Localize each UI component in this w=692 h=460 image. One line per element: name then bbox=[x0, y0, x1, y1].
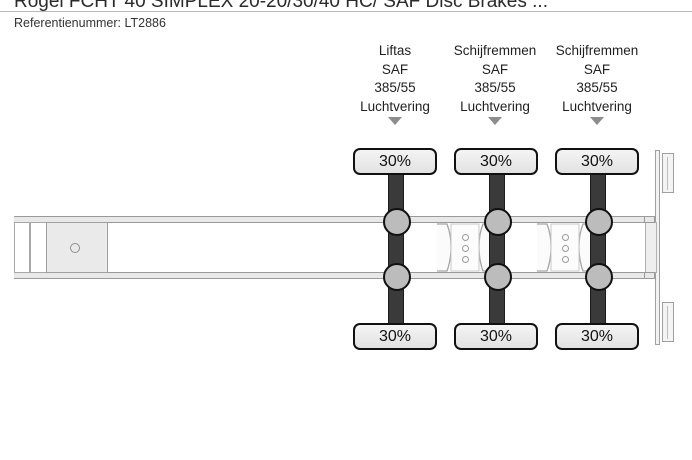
tyre-tread-plate-2-upper[interactable]: 30% bbox=[454, 148, 538, 175]
axle-bar-1 bbox=[388, 168, 404, 330]
suspension-outline-icon bbox=[437, 223, 493, 272]
rear-light-lens-icon bbox=[666, 157, 671, 190]
axle-3-brand: SAF bbox=[583, 61, 611, 77]
suspension-bolt-icon bbox=[462, 256, 469, 263]
triangle-down-icon bbox=[590, 117, 604, 125]
triangle-down-icon bbox=[488, 117, 502, 125]
axle-1-size: 385/55 bbox=[374, 80, 416, 95]
axle-3-type: Schijfremmen bbox=[555, 43, 639, 58]
wheel-hub-1-lower bbox=[383, 263, 411, 291]
axle-bar-3 bbox=[590, 168, 606, 330]
kingpin-hole-icon bbox=[70, 243, 80, 253]
header-divider bbox=[0, 11, 692, 12]
rail-end-cap-top bbox=[644, 216, 655, 223]
axle-3-size: 385/55 bbox=[576, 80, 618, 95]
rail-end-cap-bottom bbox=[644, 272, 655, 279]
suspension-bolt-icon bbox=[462, 234, 469, 241]
wheel-hub-2-upper bbox=[484, 208, 512, 236]
suspension-hanger-2 bbox=[537, 222, 593, 273]
tyre-tread-plate-3-lower[interactable]: 30% bbox=[555, 323, 639, 350]
suspension-hanger-1 bbox=[437, 222, 493, 273]
axle-2-size: 385/55 bbox=[474, 80, 516, 95]
reference-number: Referentienummer: LT2886 bbox=[14, 16, 166, 30]
suspension-bolt-icon bbox=[562, 256, 569, 263]
nose-divider bbox=[29, 222, 31, 273]
axle-label-1: Liftas SAF 385/55 Luchtvering bbox=[333, 42, 457, 125]
tyre-tread-plate-2-lower[interactable]: 30% bbox=[454, 323, 538, 350]
rear-center-block bbox=[645, 222, 657, 273]
axle-3-susp: Luchtvering bbox=[562, 98, 632, 114]
tyre-tread-plate-1-upper[interactable]: 30% bbox=[353, 148, 437, 175]
suspension-bolt-icon bbox=[562, 245, 569, 252]
wheel-hub-2-lower bbox=[484, 263, 512, 291]
axle-2-type: Schijfremmen bbox=[453, 43, 537, 58]
axle-2-susp: Luchtvering bbox=[460, 98, 530, 114]
chassis-rail-top bbox=[14, 216, 644, 223]
suspension-outline-icon bbox=[537, 223, 593, 272]
wheel-hub-1-upper bbox=[383, 208, 411, 236]
axle-2-brand: SAF bbox=[481, 61, 509, 77]
rear-light-lens-icon bbox=[666, 306, 671, 339]
axle-1-type: Liftas bbox=[378, 43, 412, 58]
triangle-down-icon bbox=[388, 117, 402, 125]
page-title: Rogel FCHT 40 SIMPLEX 20-20/30/40 HC/ SA… bbox=[14, 0, 548, 12]
suspension-bolt-icon bbox=[462, 245, 469, 252]
axle-label-2: Schijfremmen SAF 385/55 Luchtvering bbox=[433, 42, 557, 125]
axle-label-3: Schijfremmen SAF 385/55 Luchtvering bbox=[535, 42, 659, 125]
wheel-hub-3-upper bbox=[585, 208, 613, 236]
tyre-tread-plate-3-upper[interactable]: 30% bbox=[555, 148, 639, 175]
tyre-tread-plate-1-lower[interactable]: 30% bbox=[353, 323, 437, 350]
rear-light-lower bbox=[662, 302, 674, 342]
rear-light-upper bbox=[662, 153, 674, 193]
axle-bar-2 bbox=[489, 168, 505, 330]
axle-1-brand: SAF bbox=[381, 61, 409, 77]
wheel-hub-3-lower bbox=[585, 263, 613, 291]
suspension-bolt-icon bbox=[562, 234, 569, 241]
axle-1-susp: Luchtvering bbox=[360, 98, 430, 114]
chassis-rail-bottom bbox=[14, 272, 644, 279]
